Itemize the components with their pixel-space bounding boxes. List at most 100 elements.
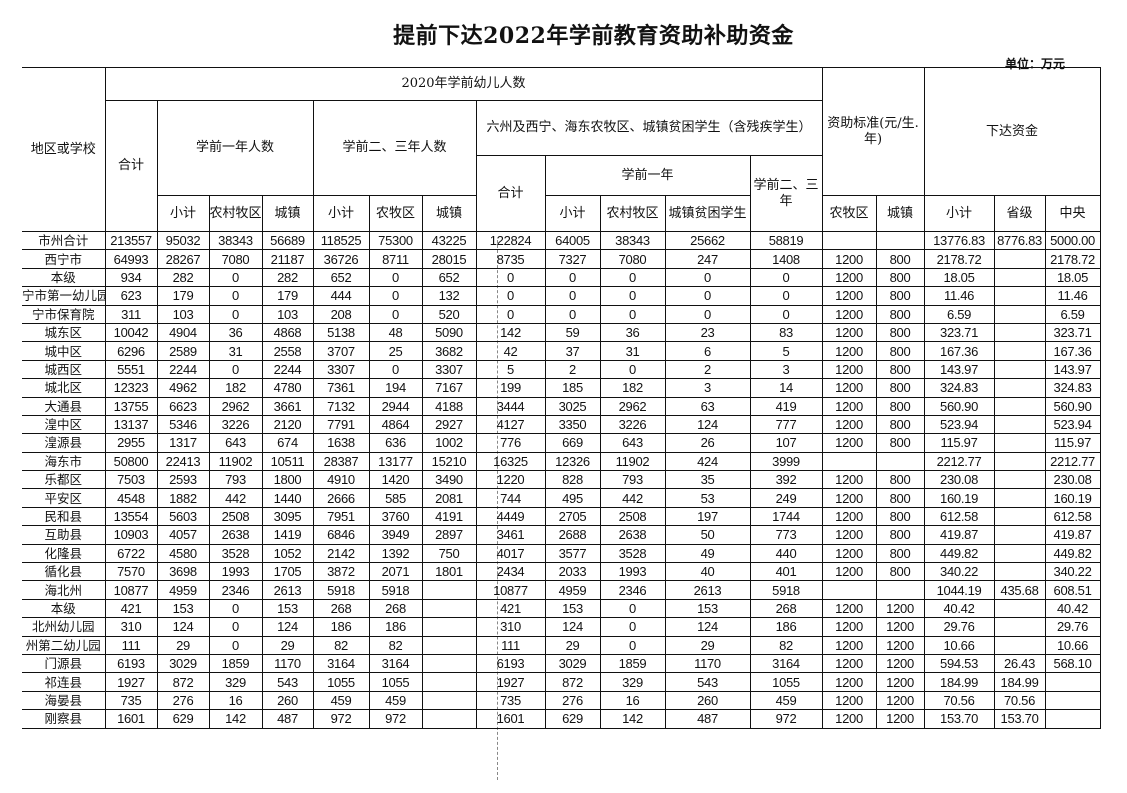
value-cell: 3307 <box>421 359 477 380</box>
header-rural-pastoral: 农村牧区 <box>599 195 666 232</box>
value-cell: 735 <box>104 690 158 711</box>
value-cell: 29.76 <box>923 617 995 637</box>
cutoff-cell <box>1099 268 1127 287</box>
value-cell: 59 <box>544 322 601 343</box>
value-cell: 643 <box>208 433 263 453</box>
header-region: 地区或学校 <box>22 67 106 232</box>
value-cell <box>1044 672 1101 692</box>
value-cell: 4904 <box>156 322 210 343</box>
header-rural-pastoral: 农村牧区 <box>208 195 263 232</box>
value-cell: 800 <box>875 249 925 269</box>
value-cell: 793 <box>599 470 666 490</box>
header-total: 合计 <box>104 100 158 232</box>
header-provincial: 省级 <box>993 195 1046 232</box>
value-cell: 1200 <box>875 690 925 711</box>
value-cell: 53 <box>664 488 751 508</box>
value-cell: 2071 <box>368 562 423 582</box>
value-cell: 3760 <box>368 506 423 527</box>
value-cell: 800 <box>875 286 925 306</box>
value-cell: 40 <box>664 562 751 582</box>
value-cell: 5551 <box>104 359 158 380</box>
value-cell: 1200 <box>821 359 877 380</box>
value-cell: 13137 <box>104 414 158 435</box>
value-cell: 0 <box>368 286 423 306</box>
value-cell: 6.59 <box>923 304 995 324</box>
value-cell: 750 <box>421 543 477 564</box>
value-cell: 2212.77 <box>923 451 995 472</box>
value-cell <box>993 359 1046 380</box>
value-cell: 11902 <box>599 451 666 472</box>
value-cell: 6193 <box>475 653 546 674</box>
value-cell: 401 <box>749 562 823 582</box>
value-cell: 2558 <box>261 341 314 361</box>
value-cell: 4017 <box>475 543 546 564</box>
table-row: 城北区 12323 4962 182 4780 7361 194 7167 199 185 182 3… <box>22 378 1127 398</box>
value-cell <box>993 267 1046 288</box>
value-cell: 1200 <box>875 709 925 729</box>
region-cell: 祁连县 <box>22 672 106 692</box>
value-cell: 3307 <box>312 359 370 380</box>
table-row: 市州合计 213557 95032 38343 56689 118525 75300 4322… <box>22 230 1127 251</box>
value-cell: 10.66 <box>1044 635 1101 655</box>
value-cell: 793 <box>208 470 263 490</box>
value-cell: 0 <box>599 267 666 288</box>
value-cell <box>993 396 1046 416</box>
value-cell: 35 <box>664 470 751 490</box>
value-cell: 2944 <box>368 396 423 416</box>
value-cell <box>993 617 1046 637</box>
value-cell: 124 <box>261 617 314 637</box>
value-cell: 6 <box>664 341 751 361</box>
value-cell: 1055 <box>749 672 823 692</box>
table-row: 北州幼儿园 310 124 0 124 186 186 310 124 0 124 186 1200 12… <box>22 617 1127 637</box>
value-cell: 10042 <box>104 322 158 343</box>
value-cell: 103 <box>156 304 210 324</box>
value-cell <box>993 451 1046 472</box>
value-cell: 1200 <box>821 414 877 435</box>
value-cell: 329 <box>208 672 263 692</box>
value-cell: 776 <box>475 433 546 453</box>
value-cell: 56689 <box>261 230 314 251</box>
table-row: 城东区 10042 4904 36 4868 5138 48 5090 142 59 36 23 83 1… <box>22 322 1127 343</box>
value-cell <box>993 286 1046 306</box>
cutoff-cell <box>1099 544 1127 563</box>
value-cell <box>1044 690 1101 711</box>
value-cell: 3164 <box>312 653 370 674</box>
value-cell: 1200 <box>821 488 877 508</box>
value-cell <box>821 230 877 251</box>
value-cell: 143.97 <box>923 359 995 380</box>
value-cell <box>821 580 877 600</box>
value-cell: 2927 <box>421 414 477 435</box>
value-cell: 6623 <box>156 396 210 416</box>
value-cell: 4580 <box>156 543 210 564</box>
header-central: 中央 <box>1044 195 1101 232</box>
value-cell: 735 <box>475 690 546 711</box>
value-cell: 182 <box>208 378 263 398</box>
value-cell: 1200 <box>821 304 877 324</box>
value-cell: 2962 <box>599 396 666 416</box>
value-cell: 260 <box>261 690 314 711</box>
table-row: 宁市第一幼儿园 623 179 0 179 444 0 132 0 0 0 0 0 1200 800 11.4… <box>22 286 1127 306</box>
value-cell: 26 <box>664 433 751 453</box>
value-cell: 3029 <box>156 653 210 674</box>
value-cell: 629 <box>156 709 210 729</box>
value-cell: 1705 <box>261 562 314 582</box>
value-cell <box>421 690 477 711</box>
value-cell: 0 <box>475 304 546 324</box>
region-cell: 海东市 <box>22 451 106 472</box>
value-cell: 49 <box>664 543 751 564</box>
value-cell: 25 <box>368 341 423 361</box>
value-cell: 1200 <box>821 690 877 711</box>
value-cell <box>993 378 1046 398</box>
region-cell: 城东区 <box>22 322 106 343</box>
value-cell: 0 <box>208 359 263 380</box>
value-cell: 1440 <box>261 488 314 508</box>
value-cell: 7132 <box>312 396 370 416</box>
value-cell: 5090 <box>421 322 477 343</box>
value-cell: 197 <box>664 506 751 527</box>
value-cell: 249 <box>749 488 823 508</box>
value-cell: 40.42 <box>1044 598 1101 619</box>
value-cell: 1419 <box>261 525 314 545</box>
value-cell: 3226 <box>208 414 263 435</box>
value-cell: 194 <box>368 378 423 398</box>
value-cell: 7080 <box>208 249 263 269</box>
